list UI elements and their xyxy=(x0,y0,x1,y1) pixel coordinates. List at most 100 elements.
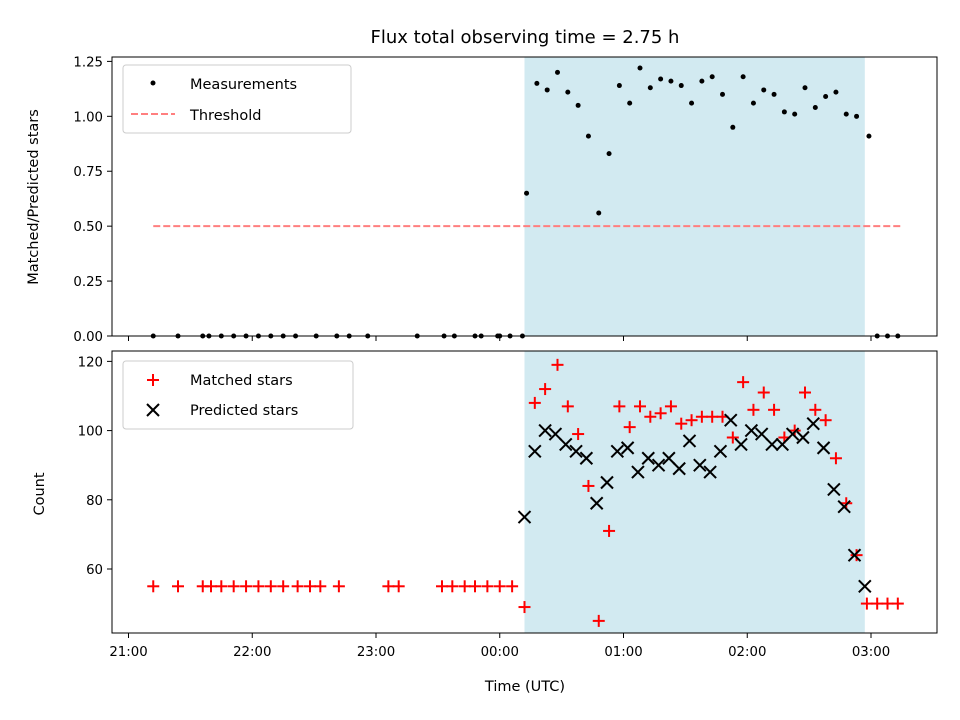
matched-star-point xyxy=(572,428,585,441)
matched-star-point xyxy=(860,597,873,610)
matched-star-point xyxy=(205,580,217,593)
predicted-star-point xyxy=(775,437,790,452)
bottom-legend: Matched stars Predicted stars xyxy=(122,360,354,430)
measurement-point xyxy=(534,80,540,86)
matched-star-point xyxy=(654,407,667,420)
matched-star-point xyxy=(528,396,541,409)
predicted-star-point xyxy=(734,437,748,452)
matched-star-point xyxy=(675,417,688,430)
measurement-point xyxy=(812,105,818,111)
matched-star-point xyxy=(382,580,395,593)
measurement-point xyxy=(761,87,767,93)
matched-star-point xyxy=(291,580,304,593)
matched-star-point xyxy=(147,580,160,593)
top-y-tick-label: 0.25 xyxy=(73,275,103,290)
matched-star-point xyxy=(264,580,277,593)
measurement-point xyxy=(606,151,612,157)
legend-measurements-label: Measurements xyxy=(190,77,297,93)
legend-threshold-label: Threshold xyxy=(189,108,261,124)
predicted-star-point xyxy=(528,444,542,459)
x-tick-label: 22:00 xyxy=(233,645,271,660)
predicted-star-point xyxy=(610,444,625,459)
matched-star-point xyxy=(757,386,770,399)
matched-star-point xyxy=(481,580,494,593)
bottom-plot-frame xyxy=(111,350,938,634)
top-y-tick-label: 1.00 xyxy=(73,110,103,125)
predicted-star-point xyxy=(796,430,810,445)
measurement-point xyxy=(658,76,664,82)
predicted-star-point xyxy=(641,451,655,465)
predicted-star-point xyxy=(785,427,800,441)
matched-star-point xyxy=(551,358,564,371)
top-y-tick-label: 0.00 xyxy=(73,330,103,345)
matched-star-point xyxy=(314,580,327,593)
measurement-point xyxy=(750,100,756,106)
predicted-star-point xyxy=(693,458,707,472)
predicted-star-point xyxy=(754,427,769,441)
top-y-tick-label: 1.25 xyxy=(73,55,103,70)
bottom-y-ticks: 60 80 100 120 xyxy=(78,355,112,578)
matched-star-point xyxy=(644,410,657,423)
predicted-star-point xyxy=(620,441,635,455)
measurement-point xyxy=(524,190,530,196)
matched-star-point xyxy=(518,601,531,614)
x-tick-label: 23:00 xyxy=(357,645,395,660)
bottom-panel: 60 80 100 120 21:00 22:00 23:00 00:00 01:00 02:0… xyxy=(32,350,938,695)
top-y-ticks: 0.00 0.25 0.50 0.75 1.00 1.25 xyxy=(73,55,112,345)
matched-star-point xyxy=(819,414,832,427)
legend-predicted-marker xyxy=(146,403,160,417)
matched-star-point xyxy=(891,597,904,610)
matched-star-point xyxy=(799,386,811,399)
matched-star-point xyxy=(561,400,574,413)
matched-star-point xyxy=(592,614,605,627)
predicted-star-point xyxy=(724,413,738,427)
matched-star-point xyxy=(695,410,708,423)
measurement-point xyxy=(720,91,725,97)
measurement-point xyxy=(740,74,746,80)
matched-star-point xyxy=(747,403,760,416)
legend-measurements-marker xyxy=(150,80,156,86)
predicted-star-point xyxy=(538,423,552,438)
matched-star-point xyxy=(829,452,842,465)
predicted-star-point xyxy=(569,444,583,459)
bottom-y-axis-label: Count xyxy=(32,472,48,515)
matched-star-point xyxy=(506,580,519,593)
measurement-point xyxy=(627,100,633,106)
predicted-star-point xyxy=(847,548,862,562)
top-plot-frame xyxy=(111,56,938,337)
top-y-tick-label: 0.50 xyxy=(73,220,103,235)
predicted-star-point xyxy=(579,451,594,465)
top-highlight-span xyxy=(524,57,865,336)
measurement-point xyxy=(771,91,777,97)
measurement-point xyxy=(781,109,787,115)
legend-predicted-label: Predicted stars xyxy=(190,403,298,419)
predicted-star-point xyxy=(651,458,666,472)
matched-star-point xyxy=(613,400,626,413)
predicted-star-point xyxy=(662,451,676,465)
bottom-y-tick-label: 60 xyxy=(86,563,103,578)
matched-star-point xyxy=(458,580,471,593)
matched-star-point xyxy=(726,431,739,444)
measurement-point xyxy=(833,89,839,95)
matched-star-point xyxy=(332,580,345,593)
predicted-star-point xyxy=(703,465,717,479)
predicted-star-point xyxy=(589,496,604,510)
x-tick-label: 03:00 xyxy=(852,645,890,660)
matched-star-point xyxy=(603,524,616,537)
x-axis-label: Time (UTC) xyxy=(484,679,565,695)
matched-star-point xyxy=(871,597,884,610)
matched-star-point xyxy=(768,403,781,416)
measurement-point xyxy=(802,85,808,91)
x-tick-label: 01:00 xyxy=(604,645,642,660)
measurement-point xyxy=(596,210,602,216)
matched-star-point xyxy=(493,580,506,593)
predicted-star-point xyxy=(827,482,841,497)
bottom-legend-box xyxy=(122,360,354,430)
measurement-point xyxy=(854,113,860,119)
matched-star-point xyxy=(685,414,698,427)
star-points xyxy=(147,358,904,627)
measurement-point xyxy=(699,78,705,84)
measurement-point xyxy=(668,78,674,84)
top-legend-box xyxy=(122,64,352,134)
top-observing-span xyxy=(524,57,865,336)
